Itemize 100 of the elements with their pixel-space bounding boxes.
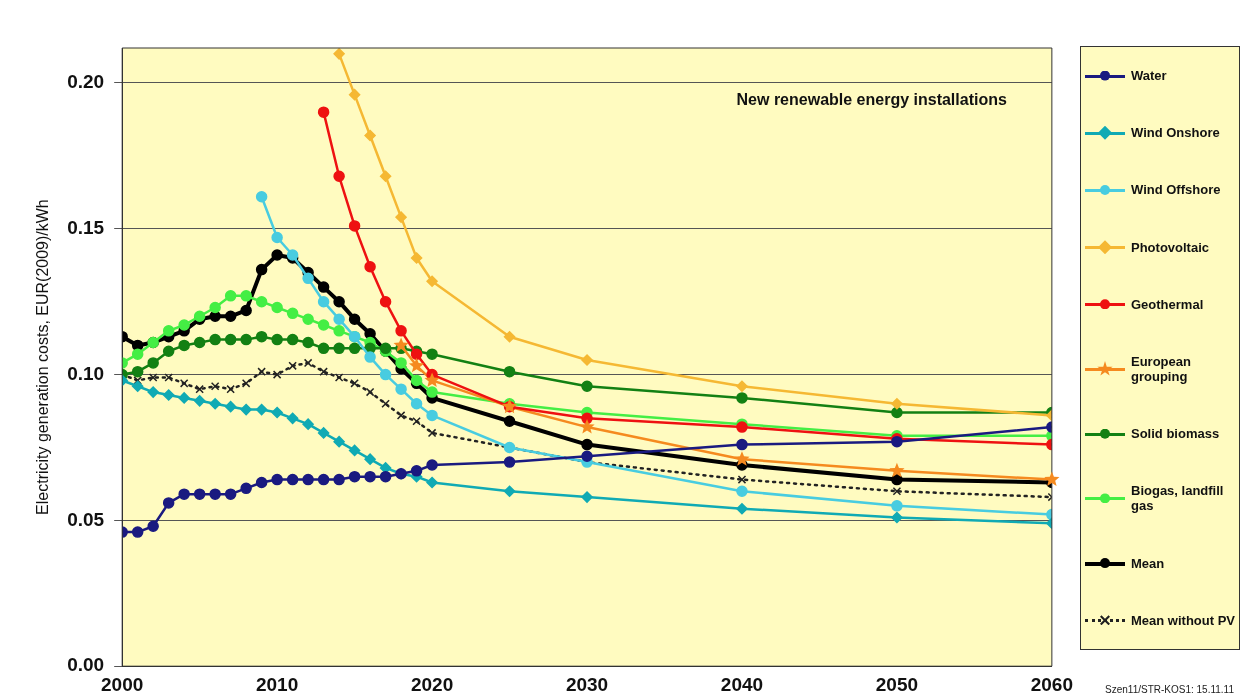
point	[736, 502, 748, 515]
point	[333, 313, 345, 325]
point	[131, 380, 144, 393]
point	[891, 398, 903, 410]
y-tick-label: 0.20	[67, 71, 105, 93]
point	[147, 386, 159, 398]
point	[581, 354, 593, 366]
point	[395, 325, 407, 337]
point	[210, 381, 220, 391]
point	[286, 412, 299, 425]
y-axis-title: Electricity generation costs, EUR(2009)/kWh	[34, 199, 52, 515]
point	[395, 383, 407, 395]
point	[209, 333, 221, 346]
point	[195, 384, 204, 394]
point	[348, 444, 361, 457]
point	[179, 379, 189, 388]
point	[317, 342, 330, 355]
point	[892, 486, 902, 496]
point	[364, 351, 376, 363]
point	[579, 419, 595, 434]
point	[272, 370, 282, 379]
point	[333, 295, 345, 308]
point	[395, 357, 407, 369]
point	[333, 435, 345, 448]
point	[412, 416, 421, 426]
point	[193, 395, 206, 407]
point	[255, 190, 268, 203]
point	[348, 470, 361, 483]
legend-label: Wind Offshore	[1131, 182, 1221, 198]
point	[379, 170, 392, 183]
point	[193, 488, 206, 500]
point	[317, 427, 330, 439]
point	[348, 313, 361, 325]
point	[224, 333, 237, 346]
point	[736, 485, 748, 497]
point	[162, 497, 175, 509]
point	[162, 325, 175, 337]
point	[503, 365, 516, 378]
point	[348, 342, 361, 355]
point	[178, 319, 190, 331]
point	[424, 372, 440, 387]
point	[581, 380, 593, 393]
point	[131, 526, 144, 538]
point	[426, 409, 438, 422]
point	[396, 411, 406, 420]
point	[241, 379, 251, 388]
point	[581, 412, 593, 425]
point	[317, 281, 330, 293]
point	[317, 319, 330, 331]
point	[255, 295, 268, 308]
point	[302, 313, 314, 325]
point	[133, 376, 142, 385]
point	[581, 438, 593, 451]
point	[891, 406, 903, 419]
point	[255, 476, 268, 489]
point	[271, 406, 283, 419]
point	[209, 301, 221, 314]
point	[333, 473, 345, 486]
point	[426, 459, 438, 471]
point	[736, 438, 748, 451]
point	[503, 485, 516, 497]
point	[257, 367, 266, 376]
point	[162, 345, 175, 358]
point	[395, 211, 407, 223]
point	[288, 361, 297, 371]
point	[319, 367, 328, 376]
point	[426, 348, 438, 360]
point	[193, 336, 206, 349]
point	[131, 348, 144, 360]
x-tick-label: 2010	[255, 673, 299, 695]
point	[147, 357, 159, 369]
x-tick-label: 2040	[720, 673, 764, 695]
point	[271, 301, 283, 314]
point	[148, 373, 158, 382]
point	[333, 48, 345, 60]
legend-label: Solid biomass	[1131, 426, 1220, 442]
point	[365, 387, 375, 397]
point	[581, 450, 593, 462]
point	[240, 482, 252, 495]
point	[364, 260, 376, 273]
point	[393, 337, 409, 352]
point	[240, 333, 252, 346]
point	[240, 304, 252, 317]
x-tick-label: 2000	[101, 673, 144, 695]
point	[334, 373, 344, 382]
legend-label: Geothermal	[1131, 296, 1204, 312]
point	[271, 333, 283, 346]
point	[581, 491, 593, 503]
point	[224, 400, 237, 413]
y-tick-label: 0.15	[67, 217, 105, 239]
point	[317, 473, 330, 486]
point	[286, 333, 299, 346]
x-tick-label: 2060	[1030, 673, 1074, 695]
point	[255, 263, 268, 276]
legend-label: Photovoltaic	[1131, 239, 1210, 255]
point	[178, 488, 190, 500]
point	[737, 475, 747, 484]
point	[317, 106, 330, 118]
point	[348, 220, 361, 232]
legend-label: Wind Onshore	[1131, 125, 1220, 141]
